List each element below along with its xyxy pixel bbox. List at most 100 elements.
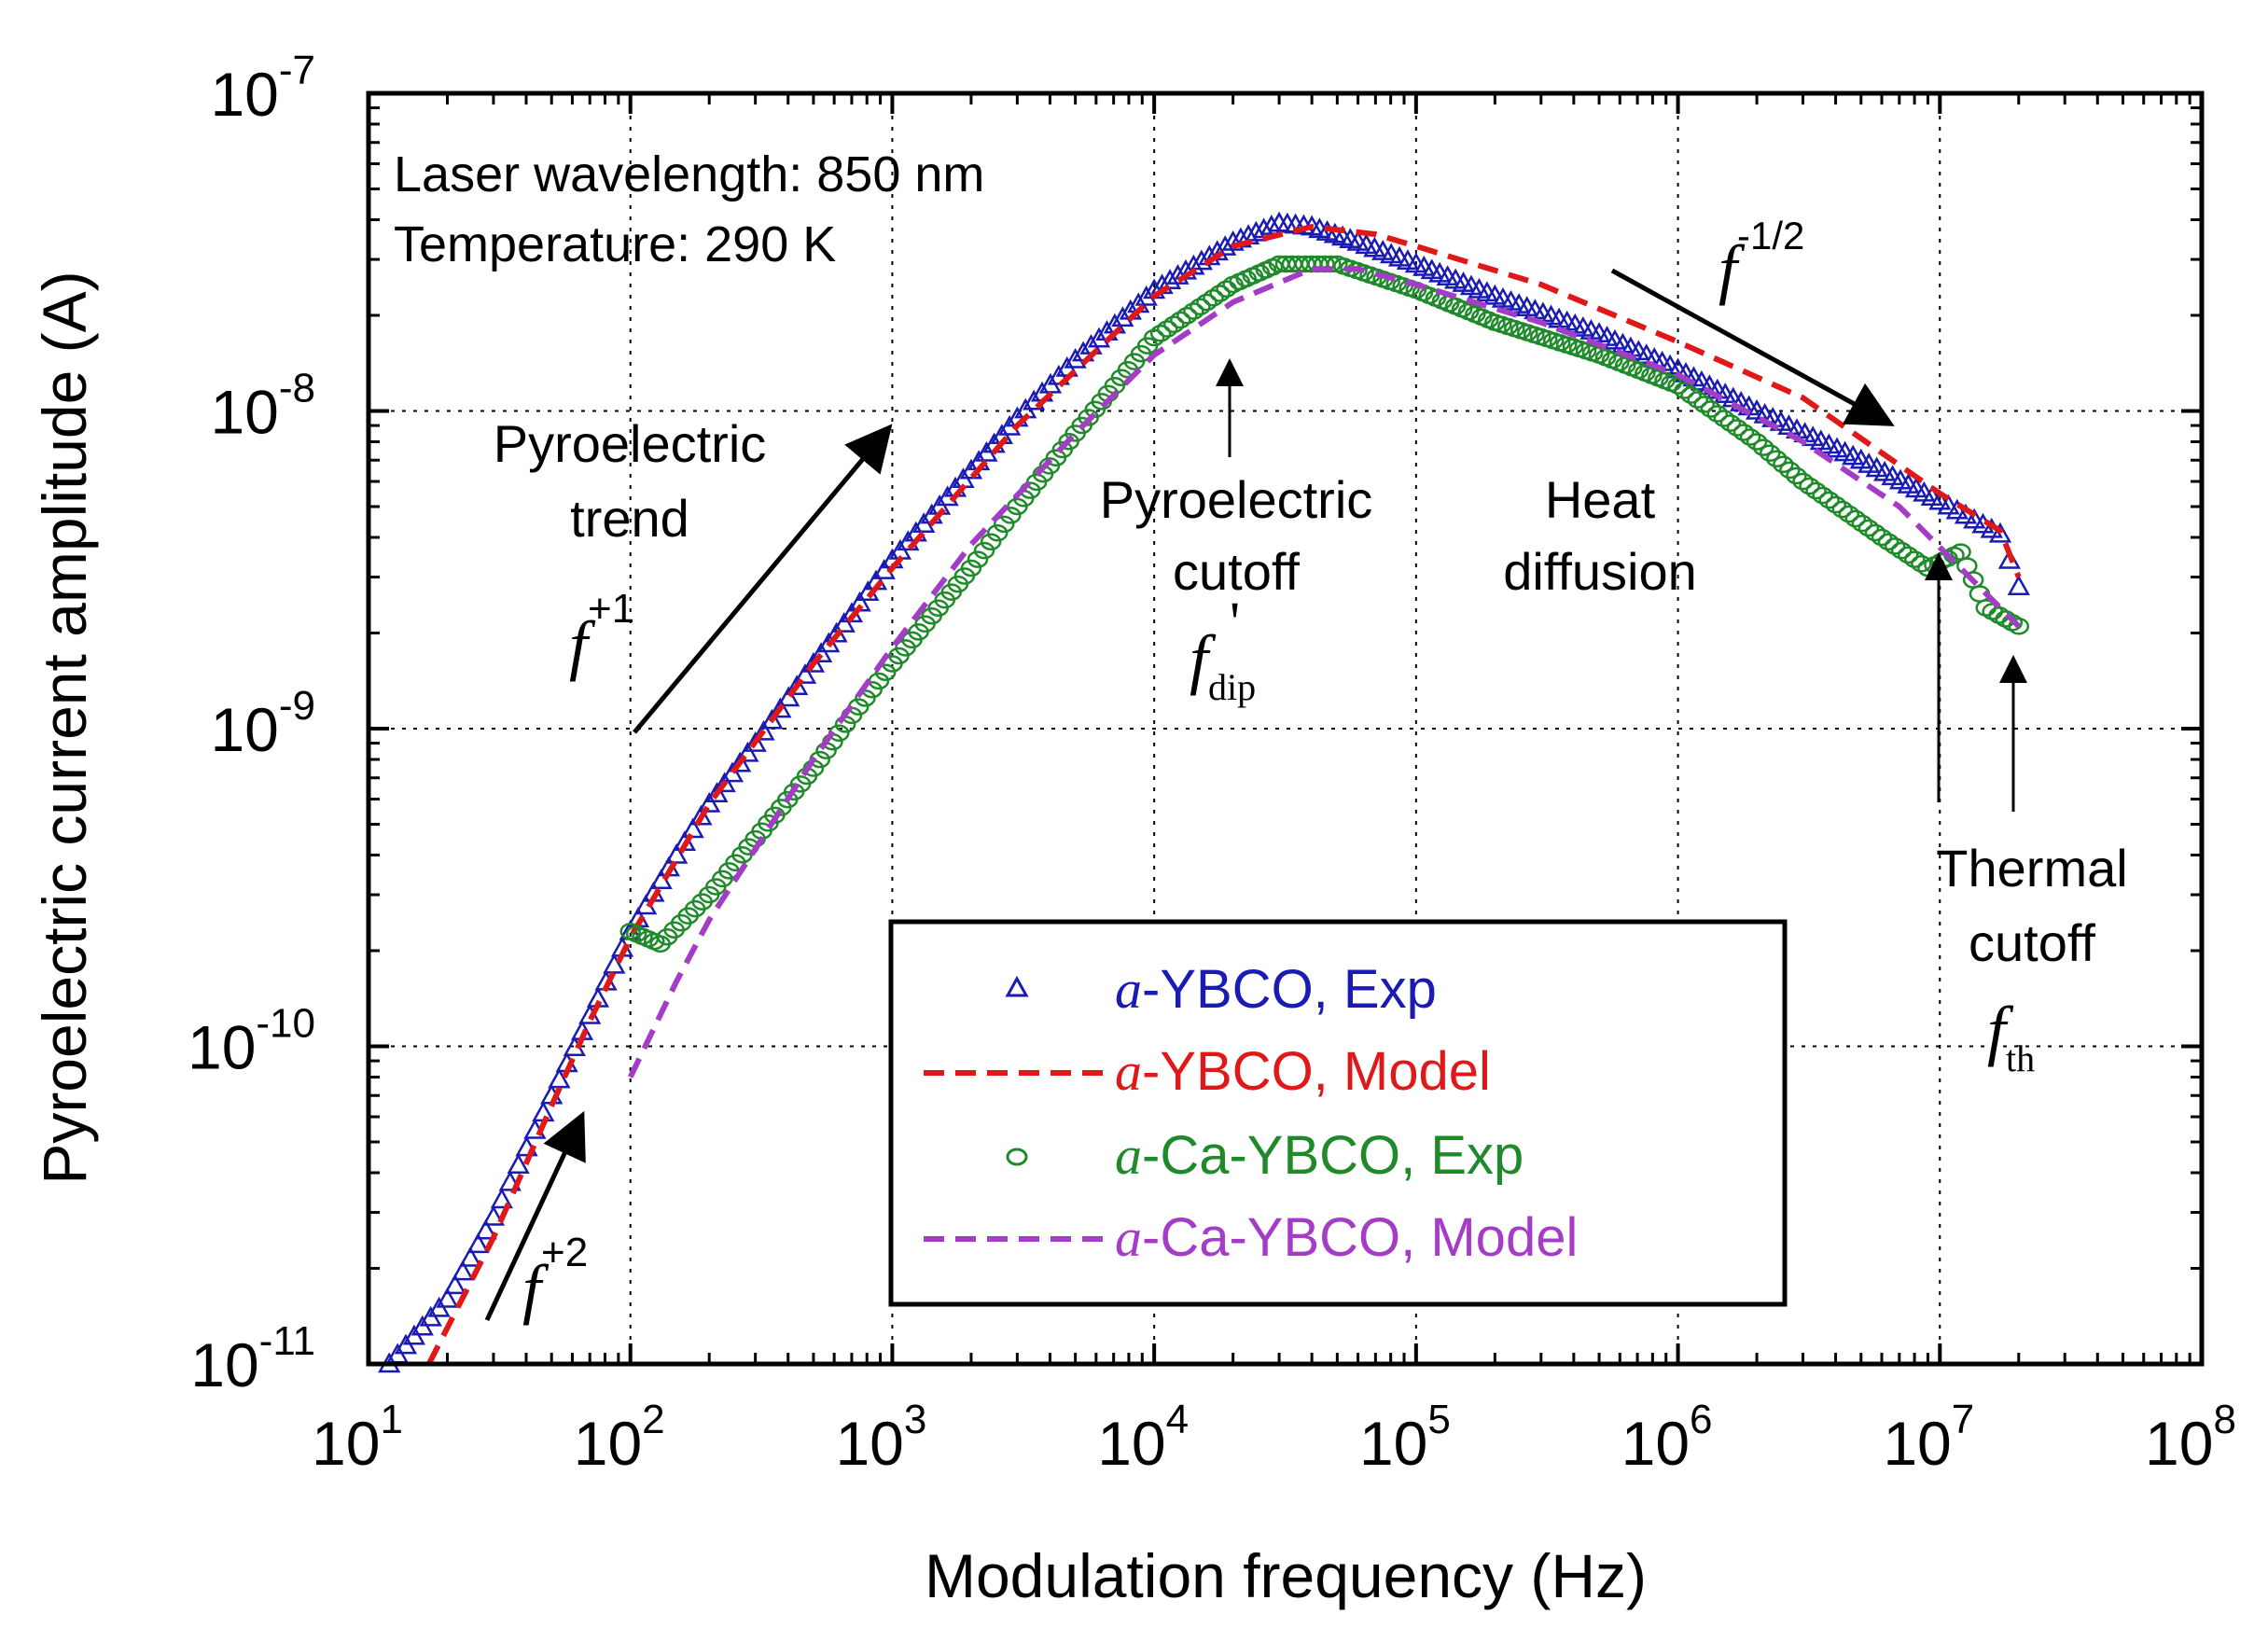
data-point — [1844, 509, 1867, 528]
x-tick-label: 106 — [1621, 1397, 1713, 1478]
data-point — [1693, 396, 1715, 413]
data-point — [1988, 522, 2012, 543]
data-point — [548, 1067, 571, 1089]
data-point — [1877, 533, 1899, 550]
data-point — [855, 689, 876, 707]
f-dip-prime: ' — [1230, 591, 1240, 655]
axis-ticks — [367, 91, 2204, 1366]
f-minus-half-exponent: -1/2 — [1737, 214, 1804, 257]
data-point — [1713, 410, 1735, 427]
series-3 — [627, 266, 2021, 1078]
f-th-subscript: th — [2006, 1037, 2035, 1079]
data-point — [1259, 215, 1283, 235]
series-1 — [426, 224, 2022, 1366]
data-point — [1838, 505, 1860, 523]
data-point — [1156, 320, 1178, 338]
data-point — [973, 541, 995, 560]
data-point — [793, 663, 817, 684]
x-axis-title: Modulation frequency (Hz) — [925, 1541, 1647, 1610]
legend-label-ybco-model: a-YBCO, Model — [1115, 1041, 1491, 1102]
data-point — [986, 524, 1009, 542]
legend-label-ca-ybco-model: a-Ca-YBCO, Model — [1115, 1207, 1578, 1268]
data-point — [760, 708, 784, 730]
data-point — [1825, 495, 1846, 514]
f-dip-subscript: dip — [1208, 666, 1256, 708]
series-line — [627, 266, 2021, 1078]
data-point — [443, 1273, 466, 1295]
data-point — [1963, 508, 1986, 529]
data-point — [832, 611, 856, 633]
data-point — [1667, 377, 1689, 395]
data-point — [1726, 419, 1748, 437]
y-tick-label: 10-11 — [190, 1318, 315, 1399]
data-point — [1739, 428, 1761, 446]
y-tick-label: 10-7 — [210, 48, 315, 129]
legend-triangle-marker — [1005, 975, 1029, 997]
x-tick-label: 101 — [312, 1397, 403, 1478]
data-point — [1170, 311, 1191, 329]
data-point — [1773, 455, 1794, 474]
pyro-trend-label-line2: trend — [570, 489, 689, 548]
arrow-heat-diffusion — [1610, 268, 1895, 426]
data-point — [1158, 269, 1182, 289]
f-plus1-exponent: +1 — [588, 586, 634, 632]
f-dip-label: fdip — [1190, 621, 1256, 708]
data-point — [1064, 347, 1087, 369]
data-point — [459, 1245, 482, 1267]
data-point — [736, 741, 759, 762]
grid-lines — [369, 93, 2202, 1364]
legend-entry-ca-ybco-model: a-Ca-YBCO, Model — [924, 1207, 1578, 1268]
heat-diffusion-label-line2: diffusion — [1503, 542, 1697, 601]
thermal-cutoff-label-line1: Thermal — [1936, 839, 2127, 898]
data-point — [786, 675, 809, 696]
data-point — [1214, 235, 1237, 256]
thermal-cutoff-label-line2: cutoff — [1969, 913, 2095, 972]
arrow-pyro-trend — [633, 424, 893, 734]
data-point — [777, 686, 800, 707]
data-point — [1203, 289, 1224, 307]
data-point — [481, 1204, 506, 1226]
data-point — [1904, 550, 1926, 568]
data-point — [1851, 514, 1873, 533]
data-point — [1752, 438, 1774, 456]
data-point — [705, 782, 729, 802]
data-point — [1792, 472, 1814, 491]
data-point — [1687, 391, 1708, 409]
data-point — [436, 1287, 459, 1308]
data-point — [698, 791, 721, 813]
data-point — [1143, 328, 1165, 347]
data-point — [1209, 285, 1231, 302]
data-point — [1196, 293, 1217, 312]
data-point — [1176, 307, 1198, 325]
data-point — [1988, 606, 2010, 624]
legend-entry-ybco-model: a-YBCO, Model — [924, 1041, 1491, 1102]
data-point — [1982, 603, 2003, 620]
f-plus1-label: f+1 — [569, 586, 634, 682]
data-point — [1221, 230, 1245, 251]
data-point — [801, 651, 826, 673]
data-point — [1812, 486, 1833, 505]
data-point — [769, 697, 792, 718]
data-point — [689, 804, 713, 826]
data-point — [960, 559, 982, 577]
data-point — [1890, 541, 1913, 560]
x-tick-label: 104 — [1097, 1397, 1189, 1478]
data-point — [507, 1153, 530, 1174]
data-point — [2007, 575, 2030, 595]
data-point — [752, 719, 775, 741]
x-tick-label: 108 — [2145, 1397, 2236, 1478]
data-point — [1864, 523, 1886, 542]
data-point — [744, 731, 767, 752]
legend-entry-ca-ybco-exp: a-Ca-YBCO, Exp — [1006, 1125, 1524, 1186]
data-point — [1674, 382, 1695, 399]
series-2 — [619, 255, 2030, 953]
legend-label-ybco-exp: a-YBCO, Exp — [1115, 959, 1437, 1020]
legend-label-ca-ybco-exp: a-Ca-YBCO, Exp — [1115, 1125, 1524, 1186]
data-point — [474, 1218, 497, 1240]
y-tick-label: 10-10 — [188, 1001, 315, 1082]
data-point — [1818, 491, 1840, 509]
data-point — [2008, 618, 2030, 635]
pyro-cutoff-label-line2: cutoff — [1173, 542, 1300, 601]
